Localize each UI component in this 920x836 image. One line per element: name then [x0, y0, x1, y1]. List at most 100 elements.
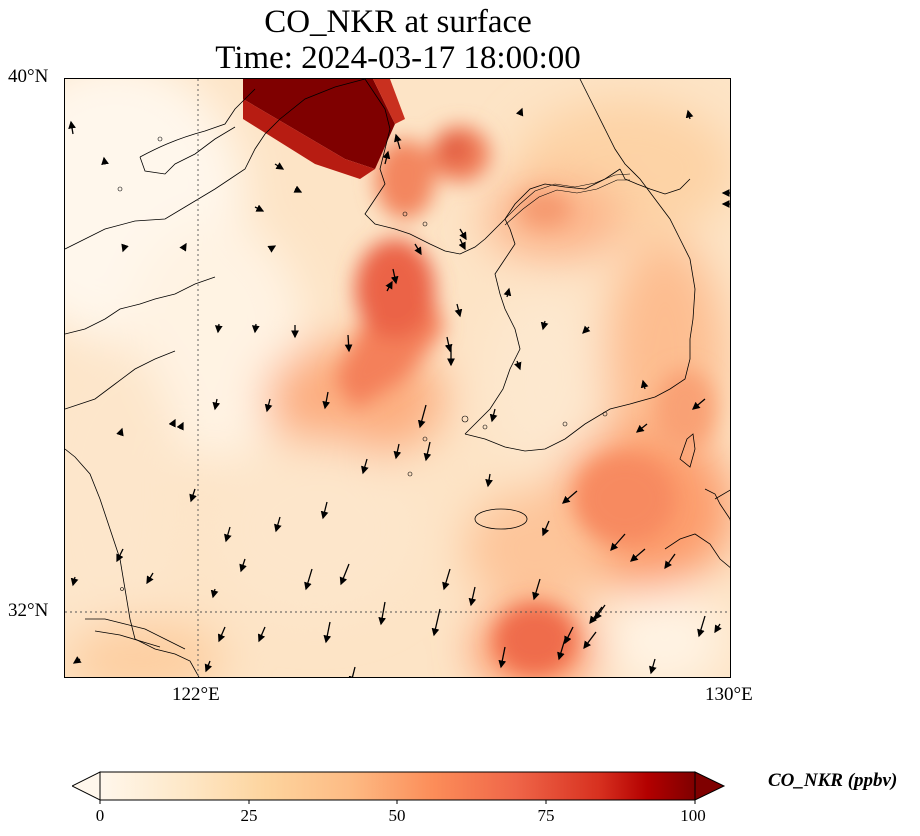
jeju-island	[474, 508, 528, 530]
wind-arrow	[503, 287, 512, 298]
wind-arrow	[417, 404, 427, 429]
wind-arrow	[344, 334, 353, 353]
wind-arrow	[176, 421, 184, 431]
wind-arrow	[423, 441, 432, 462]
wind-arrow	[322, 391, 331, 410]
wind-arrow	[431, 608, 441, 637]
wind-arrow	[293, 185, 303, 193]
wind-arrow	[121, 243, 129, 253]
wind-arrow	[378, 601, 386, 626]
wind-arrow	[583, 631, 597, 650]
colorbar-tick-75: 75	[537, 806, 555, 825]
wind-arrow	[274, 516, 282, 533]
wind-arrow	[264, 398, 273, 413]
wind-arrow	[204, 660, 213, 673]
wind-arrow	[179, 242, 187, 252]
wind-arrow	[630, 548, 646, 562]
wind-arrow	[394, 133, 402, 150]
wind-arrow	[697, 615, 706, 638]
wind-arrow	[692, 398, 706, 410]
wind-arrow	[468, 586, 477, 607]
wind-arrow	[458, 238, 466, 251]
wind-arrow	[557, 638, 566, 661]
wind-arrow	[274, 162, 285, 170]
lat-tick-40n: 40°N	[8, 66, 49, 87]
wind-arrow	[116, 548, 124, 563]
gridlines	[65, 79, 730, 677]
lon-tick-130e: 130°E	[705, 684, 753, 705]
wind-arrow	[146, 572, 154, 585]
colorbar-tick-50: 50	[388, 806, 406, 825]
wind-arrow	[257, 626, 266, 643]
concentration-field	[65, 79, 730, 677]
wind-arrow	[541, 520, 550, 537]
wind-arrow	[442, 568, 451, 591]
wind-arrow	[361, 458, 369, 475]
wind-arrow	[212, 398, 221, 411]
wind-arrow	[414, 243, 422, 256]
wind-arrow	[489, 408, 498, 423]
wind-arrow	[390, 268, 399, 285]
wind-arrow	[685, 109, 694, 120]
colorbar-tick-25: 25	[240, 806, 258, 825]
wind-arrow	[304, 568, 313, 591]
wind-arrow	[267, 245, 277, 253]
islands	[117, 136, 608, 591]
wind-arrow	[514, 360, 522, 371]
wind-vectors	[68, 107, 730, 677]
colorbar-ticks	[99, 800, 696, 804]
wind-arrow	[714, 623, 722, 634]
wind-arrow	[116, 427, 124, 437]
wind-arrow	[485, 473, 493, 488]
colorbar-extend-min	[72, 771, 101, 801]
lat-tick-32n: 32°N	[8, 600, 49, 621]
max-plume	[243, 79, 395, 169]
map-time: Time: 2024-03-17 18:00:00	[215, 40, 581, 76]
map-title: CO_NKR at surface	[264, 4, 532, 40]
coastlines	[65, 79, 730, 677]
field-plume-layer	[335, 126, 715, 674]
wind-arrow	[540, 320, 549, 331]
wind-arrow	[254, 204, 265, 212]
wind-arrow	[348, 666, 357, 677]
wind-arrow	[640, 379, 649, 390]
field-blurred-layer	[65, 79, 730, 677]
wind-arrow	[564, 626, 574, 645]
wind-arrow	[582, 325, 591, 334]
wind-arrow	[320, 501, 329, 520]
wind-arrow	[217, 626, 226, 643]
wind-arrow	[532, 578, 541, 601]
wind-arrow	[649, 658, 657, 675]
wind-arrow	[444, 336, 453, 353]
wind-arrow	[101, 156, 109, 166]
wind-arrow	[239, 558, 247, 573]
wind-arrow	[251, 323, 260, 334]
wind-arrow	[562, 490, 578, 504]
colorbar-label: CO_NKR (ppbv)	[768, 770, 898, 791]
wind-arrow	[498, 646, 507, 669]
wind-arrow	[459, 228, 467, 241]
wind-arrow	[339, 563, 350, 586]
wind-arrow	[664, 553, 676, 570]
colorbar-tick-0: 0	[95, 806, 105, 825]
wind-arrow	[515, 107, 524, 117]
map-panel[interactable]	[64, 78, 731, 678]
wind-arrow	[589, 606, 603, 625]
wind-arrow	[168, 418, 176, 428]
wind-arrow	[610, 533, 626, 551]
wind-arrow	[382, 150, 391, 165]
colorbar-extend-max	[694, 771, 726, 801]
wind-arrow	[635, 423, 648, 433]
colorbar	[72, 771, 726, 804]
lon-tick-122e: 122°E	[172, 684, 220, 705]
wind-arrow	[454, 303, 463, 318]
wind-arrow	[70, 576, 79, 587]
wind-arrow	[68, 120, 76, 135]
wind-arrow	[189, 488, 197, 503]
wind-arrow	[72, 656, 82, 664]
wind-arrow	[210, 588, 219, 599]
wind-arrow	[393, 443, 402, 460]
wind-arrow	[323, 621, 332, 644]
wind-arrow	[224, 526, 232, 543]
colorbar-tick-100: 100	[680, 806, 706, 825]
